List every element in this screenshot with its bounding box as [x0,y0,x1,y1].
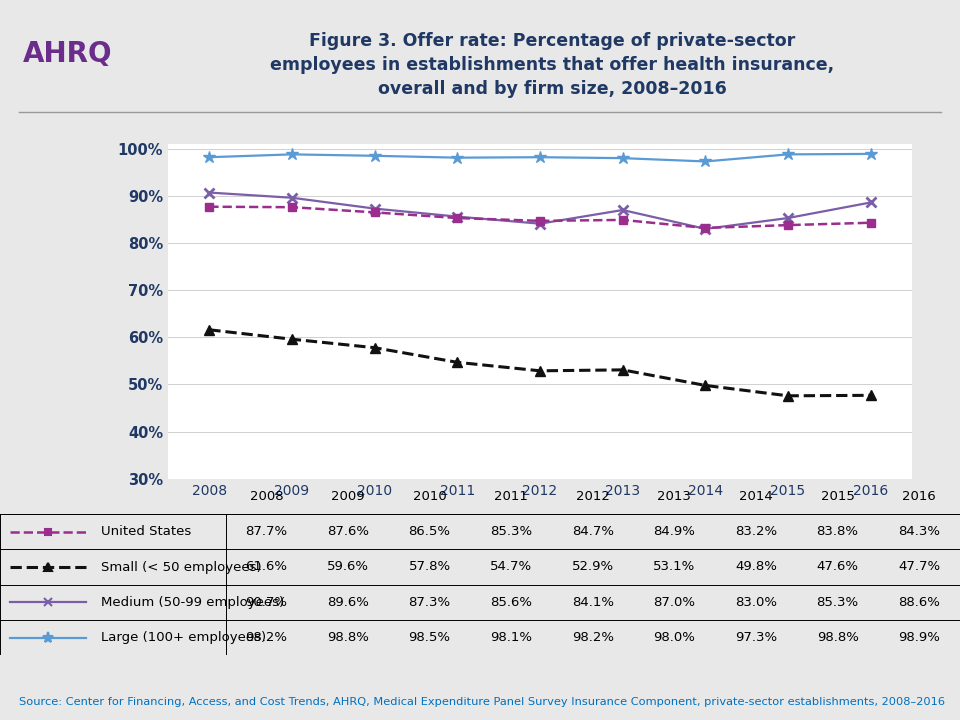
Text: 2010: 2010 [413,490,446,503]
Text: Source: Center for Financing, Access, and Cost Trends, AHRQ, Medical Expenditure: Source: Center for Financing, Access, an… [19,697,946,707]
Text: 84.3%: 84.3% [899,525,940,539]
Text: 2015: 2015 [821,490,854,503]
Text: 2012: 2012 [576,490,610,503]
Text: Large (100+ employees): Large (100+ employees) [101,631,266,644]
Text: 98.2%: 98.2% [572,631,613,644]
Text: Small (< 50 employees): Small (< 50 employees) [101,560,261,574]
Text: 57.8%: 57.8% [409,560,450,574]
Text: 98.8%: 98.8% [327,631,369,644]
Text: 52.9%: 52.9% [572,560,613,574]
Text: 2008: 2008 [250,490,283,503]
Text: 87.0%: 87.0% [654,595,695,609]
Text: 2014: 2014 [739,490,773,503]
Text: 85.3%: 85.3% [817,595,858,609]
Text: United States: United States [101,525,191,539]
Text: 84.1%: 84.1% [572,595,613,609]
Text: Medium (50-99 employees): Medium (50-99 employees) [101,595,284,609]
Text: 2011: 2011 [494,490,528,503]
Text: AHRQ: AHRQ [22,40,112,68]
Text: 47.6%: 47.6% [817,560,858,574]
Text: 98.9%: 98.9% [899,631,940,644]
Text: 83.2%: 83.2% [735,525,777,539]
Text: 2009: 2009 [331,490,365,503]
Text: 84.7%: 84.7% [572,525,613,539]
Text: 85.6%: 85.6% [491,595,532,609]
Text: 98.5%: 98.5% [409,631,450,644]
Text: 61.6%: 61.6% [246,560,287,574]
Text: 53.1%: 53.1% [653,560,696,574]
Text: 98.2%: 98.2% [246,631,287,644]
Text: 90.7%: 90.7% [246,595,287,609]
Text: 87.6%: 87.6% [327,525,369,539]
Text: 2013: 2013 [658,490,691,503]
Text: 83.8%: 83.8% [817,525,858,539]
Text: 85.3%: 85.3% [491,525,532,539]
Text: 54.7%: 54.7% [491,560,532,574]
Text: 83.0%: 83.0% [735,595,777,609]
Text: 98.8%: 98.8% [817,631,858,644]
Text: Figure 3. Offer rate: Percentage of private-sector
employees in establishments t: Figure 3. Offer rate: Percentage of priv… [270,32,834,98]
Text: 89.6%: 89.6% [327,595,369,609]
Text: 84.9%: 84.9% [654,525,695,539]
Text: 2016: 2016 [902,490,936,503]
Text: 88.6%: 88.6% [899,595,940,609]
Text: 98.1%: 98.1% [491,631,532,644]
Text: 59.6%: 59.6% [327,560,369,574]
Text: 87.3%: 87.3% [409,595,450,609]
Text: 47.7%: 47.7% [899,560,940,574]
Text: 49.8%: 49.8% [735,560,777,574]
Text: 98.0%: 98.0% [654,631,695,644]
Text: 87.7%: 87.7% [246,525,287,539]
Text: 97.3%: 97.3% [735,631,777,644]
Text: 86.5%: 86.5% [409,525,450,539]
